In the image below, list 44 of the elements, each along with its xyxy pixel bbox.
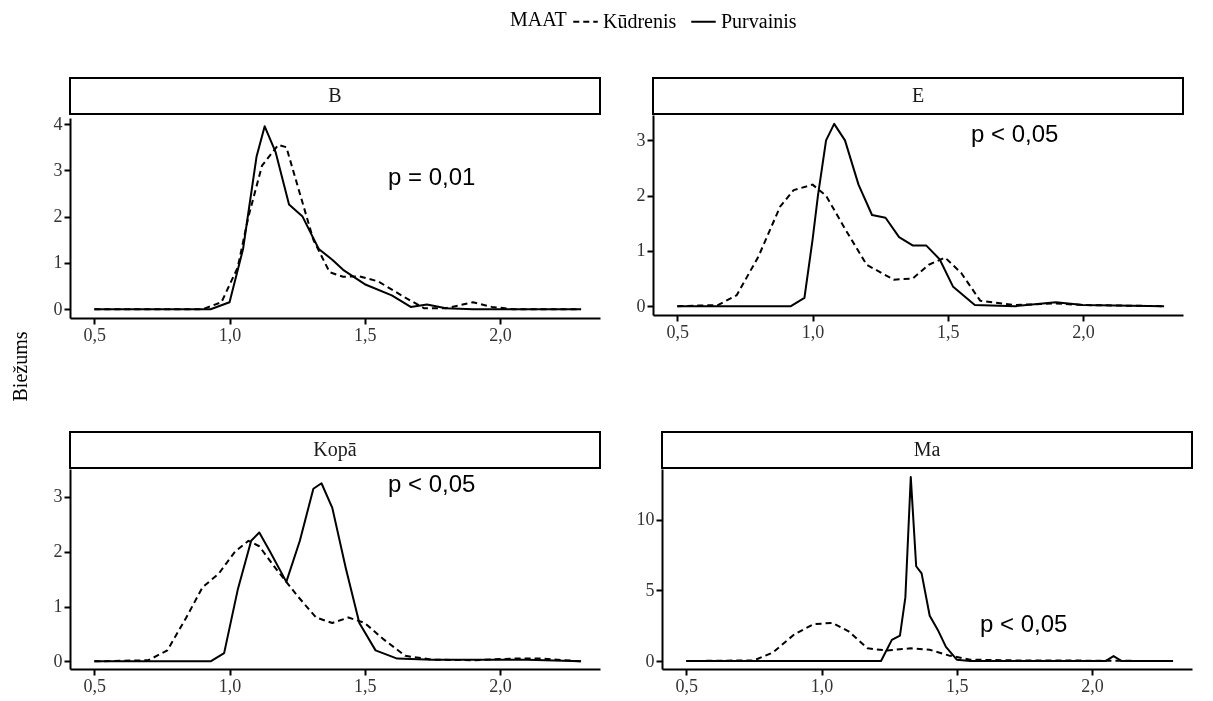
y-tick-label: 5 [645, 579, 655, 600]
x-tick-label: 2,0 [1081, 675, 1104, 696]
y-tick-label: 3 [53, 486, 63, 507]
x-tick-label: 0,5 [83, 675, 107, 696]
y-tick-label: 0 [645, 650, 655, 671]
y-tick-label: 0 [53, 650, 63, 671]
x-tick-label: 1,0 [810, 675, 834, 696]
x-tick-label: 0,5 [666, 321, 690, 342]
y-tick-label: 1 [53, 252, 63, 273]
y-tick-label: 0 [53, 298, 63, 319]
x-tick-label: 2,0 [489, 324, 512, 345]
annotation: p < 0,05 [971, 120, 1059, 147]
y-tick-label: 2 [53, 541, 63, 562]
x-tick-label: 0,5 [675, 675, 699, 696]
y-tick-label: 1 [53, 596, 63, 617]
x-tick-label: 1,0 [218, 324, 242, 345]
y-tick-label: 3 [53, 159, 63, 180]
x-tick-label: 2,0 [1072, 321, 1095, 342]
x-tick-label: 1,5 [353, 675, 377, 696]
annotation: p = 0,01 [388, 163, 476, 190]
legend-title: MAAT [510, 8, 567, 30]
x-tick-label: 1,0 [801, 321, 825, 342]
annotation: p < 0,05 [388, 470, 476, 497]
x-tick-label: 1,0 [218, 675, 242, 696]
y-tick-label: 4 [53, 113, 63, 134]
x-tick-label: 1,5 [945, 675, 969, 696]
legend-label: Kūdrenis [603, 9, 677, 32]
x-tick-label: 2,0 [489, 675, 512, 696]
y-axis-title: Biežums [8, 331, 31, 402]
chart-title: E [911, 84, 925, 106]
y-tick-label: 2 [53, 206, 63, 227]
chart-title: Kopā [313, 438, 357, 461]
chart-title: B [328, 84, 342, 106]
y-tick-label: 1 [636, 240, 646, 261]
y-tick-label: 2 [636, 185, 646, 206]
y-tick-label: 10 [636, 509, 655, 530]
legend-label: Purvainis [721, 9, 797, 32]
annotation: p < 0,05 [980, 610, 1068, 637]
x-tick-label: 1,5 [353, 324, 377, 345]
x-tick-label: 0,5 [83, 324, 107, 345]
x-tick-label: 1,5 [936, 321, 960, 342]
chart-title: Ma [913, 438, 941, 460]
y-tick-label: 3 [636, 129, 646, 150]
y-tick-label: 0 [636, 295, 646, 316]
